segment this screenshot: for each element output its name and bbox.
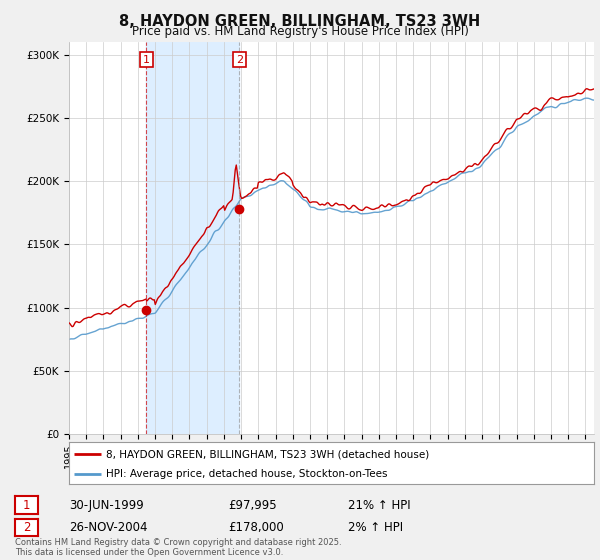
Text: Price paid vs. HM Land Registry's House Price Index (HPI): Price paid vs. HM Land Registry's House … [131,25,469,38]
Text: 1: 1 [23,498,30,512]
Text: 2: 2 [23,521,30,534]
Text: 26-NOV-2004: 26-NOV-2004 [69,521,148,534]
Text: 2% ↑ HPI: 2% ↑ HPI [348,521,403,534]
Text: 30-JUN-1999: 30-JUN-1999 [69,498,144,512]
Text: 8, HAYDON GREEN, BILLINGHAM, TS23 3WH (detached house): 8, HAYDON GREEN, BILLINGHAM, TS23 3WH (d… [106,449,429,459]
Text: £178,000: £178,000 [228,521,284,534]
Text: 8, HAYDON GREEN, BILLINGHAM, TS23 3WH: 8, HAYDON GREEN, BILLINGHAM, TS23 3WH [119,14,481,29]
Text: HPI: Average price, detached house, Stockton-on-Tees: HPI: Average price, detached house, Stoc… [106,469,387,479]
Text: 21% ↑ HPI: 21% ↑ HPI [348,498,410,512]
Text: 1: 1 [143,55,150,64]
Text: £97,995: £97,995 [228,498,277,512]
Text: Contains HM Land Registry data © Crown copyright and database right 2025.
This d: Contains HM Land Registry data © Crown c… [15,538,341,557]
Bar [146,42,239,434]
Text: 2: 2 [236,55,243,64]
